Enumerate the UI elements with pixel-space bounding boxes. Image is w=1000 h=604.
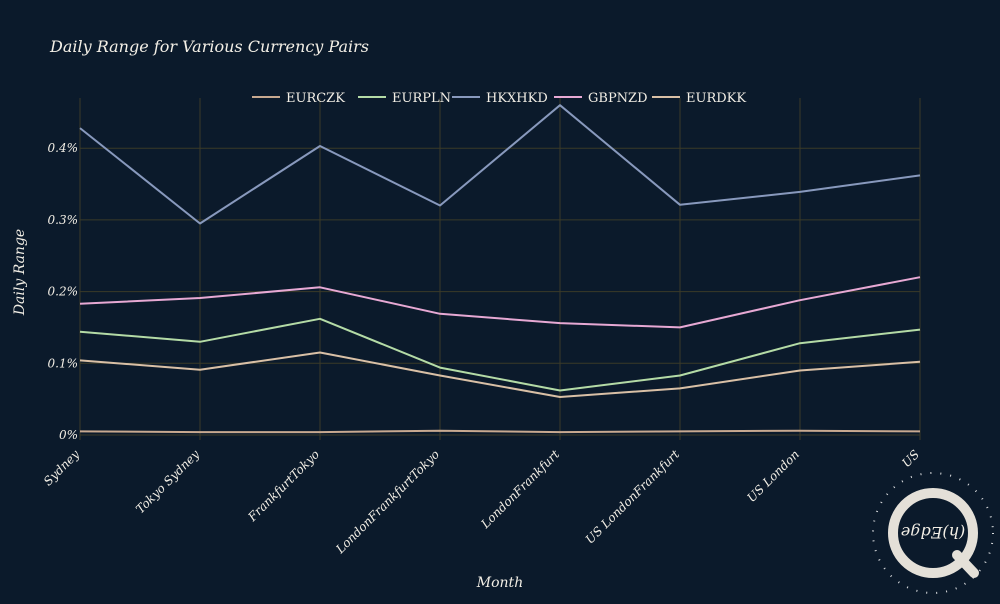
y-axis-label: Daily Range <box>12 229 28 316</box>
legend-item-eurdkk: EURDKK <box>652 91 746 106</box>
x-tick-label: Tokyo Sydney <box>133 447 202 516</box>
y-tick-label: 0.1% <box>48 356 79 370</box>
legend-label: GBPNZD <box>588 91 648 106</box>
y-tick-label: 0.2% <box>48 285 79 299</box>
legend: EURCZK EURPLN HKXHKD GBPNZD EURDKK <box>252 91 746 106</box>
legend-label: EURPLN <box>392 91 451 106</box>
x-tick-label: LondonFrankfurt <box>478 447 563 532</box>
legend-item-gbpnzd: GBPNZD <box>554 91 648 106</box>
series-line-hkxhkd <box>79 104 921 225</box>
legend-label: EURDKK <box>686 91 746 106</box>
series-line-eurczk <box>79 429 921 434</box>
series-line-eurpln <box>79 317 921 392</box>
legend-item-eurczk: EURCZK <box>252 91 345 106</box>
x-axis-ticks: Sydney Tokyo Sydney FrankfurtTokyo LondonFr… <box>41 447 922 557</box>
series-line-eurdkk <box>79 351 921 398</box>
legend-item-eurpln: EURPLN <box>358 91 451 106</box>
x-axis-label: Month <box>476 575 523 591</box>
legend-item-hkxhkd: HKXHKD <box>452 91 548 106</box>
x-tick-label: US London <box>744 447 802 505</box>
x-tick-label: FrankfurtTokyo <box>245 447 322 524</box>
chart-title: Daily Range for Various Currency Pairs <box>49 37 369 56</box>
legend-label: HKXHKD <box>486 91 548 106</box>
series-lines <box>79 104 921 434</box>
series-line-gbpnzd <box>79 276 921 329</box>
legend-label: EURCZK <box>286 91 345 106</box>
x-tick-label: Sydney <box>41 447 82 488</box>
watermark-text: (h)Edge <box>901 523 965 542</box>
x-tick-label: US <box>899 447 922 470</box>
x-tick-label: US LondonFrankfurt <box>583 447 683 547</box>
y-tick-label: 0% <box>59 428 78 442</box>
y-axis-ticks: 0% 0.1% 0.2% 0.3% 0.4% <box>48 141 79 442</box>
y-tick-label: 0.3% <box>48 213 79 227</box>
grid-lines <box>79 98 921 440</box>
watermark-logo: (h)Edge <box>872 472 994 594</box>
y-tick-label: 0.4% <box>48 141 79 155</box>
x-tick-label: LondonFrankfurtTokyo <box>332 447 442 557</box>
